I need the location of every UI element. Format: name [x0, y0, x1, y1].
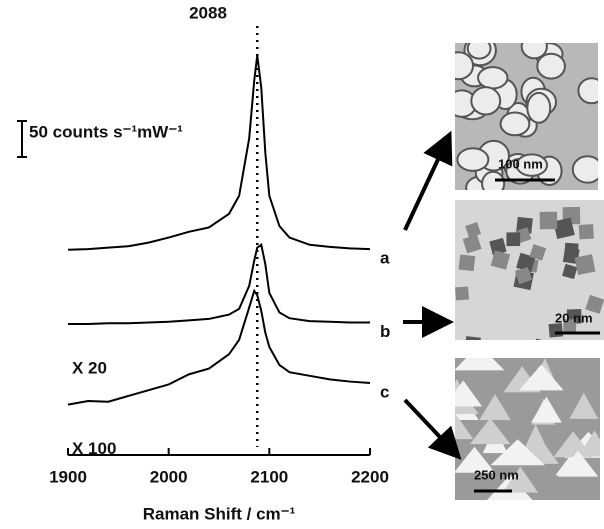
- x-tick-label: 1900: [49, 467, 87, 486]
- series-label: a: [380, 249, 390, 268]
- particle: [489, 237, 507, 256]
- particle: [515, 153, 549, 177]
- particle: [536, 52, 566, 80]
- plot: 1900 2000 2100 2200 a b X 20 c X 100: [17, 26, 390, 486]
- texture: [479, 394, 511, 421]
- series-line: [67, 288, 371, 406]
- particle: [516, 216, 533, 234]
- texture: [469, 418, 511, 445]
- particle: [470, 86, 502, 116]
- series-multiplier: X 100: [72, 439, 116, 458]
- x-tick-label: 2200: [351, 467, 389, 486]
- particle: [553, 217, 575, 240]
- texture: [455, 380, 483, 407]
- inset-scale-label: 20 nm: [555, 310, 593, 325]
- particle: [578, 224, 594, 240]
- particle: [571, 155, 598, 184]
- texture: [553, 431, 593, 458]
- x-axis-label: Raman Shift / cm⁻¹: [143, 504, 296, 523]
- texture: [490, 439, 546, 466]
- texture: [569, 392, 599, 419]
- particle: [577, 77, 598, 105]
- x-tick-label: 2100: [250, 467, 288, 486]
- particle: [585, 294, 604, 314]
- texture: [455, 446, 496, 473]
- texture: [531, 396, 562, 423]
- texture: [455, 358, 505, 371]
- texture: [502, 466, 539, 493]
- series-multiplier: X 20: [72, 358, 107, 377]
- particle: [506, 232, 521, 247]
- series-label: b: [380, 322, 390, 341]
- texture: [557, 450, 599, 477]
- particle: [529, 244, 547, 261]
- insets: 100 nm 20 nm 250 nm: [455, 43, 604, 500]
- particle: [562, 263, 578, 280]
- particle: [455, 51, 475, 81]
- particle: [516, 252, 536, 273]
- particle: [563, 319, 577, 333]
- texture: [519, 364, 564, 391]
- particle: [539, 211, 558, 230]
- scale-bar-label: 50 counts s⁻¹mW⁻¹: [29, 122, 183, 141]
- series-label: c: [380, 382, 389, 401]
- particle: [564, 242, 579, 258]
- x-tick-label: 2000: [150, 467, 188, 486]
- particle: [456, 147, 490, 172]
- particle: [499, 111, 531, 137]
- inset-scale-label: 250 nm: [474, 467, 519, 482]
- particle: [477, 66, 509, 90]
- particle: [574, 254, 596, 276]
- particle: [490, 250, 511, 270]
- particle: [532, 338, 554, 340]
- particle: [514, 267, 533, 285]
- particle: [462, 234, 482, 254]
- particle: [466, 43, 492, 60]
- particle: [481, 170, 506, 190]
- arrow: [403, 130, 453, 231]
- particle: [526, 91, 552, 124]
- particle: [465, 222, 482, 238]
- particle: [458, 254, 476, 272]
- particle: [520, 43, 548, 60]
- series-line: [68, 243, 370, 325]
- particle: [464, 336, 481, 340]
- annotation-label: 2088: [189, 3, 227, 22]
- series-line: [67, 55, 371, 251]
- inset-scale-label: 100 nm: [498, 156, 543, 171]
- particle: [455, 286, 469, 301]
- arrow: [403, 398, 462, 460]
